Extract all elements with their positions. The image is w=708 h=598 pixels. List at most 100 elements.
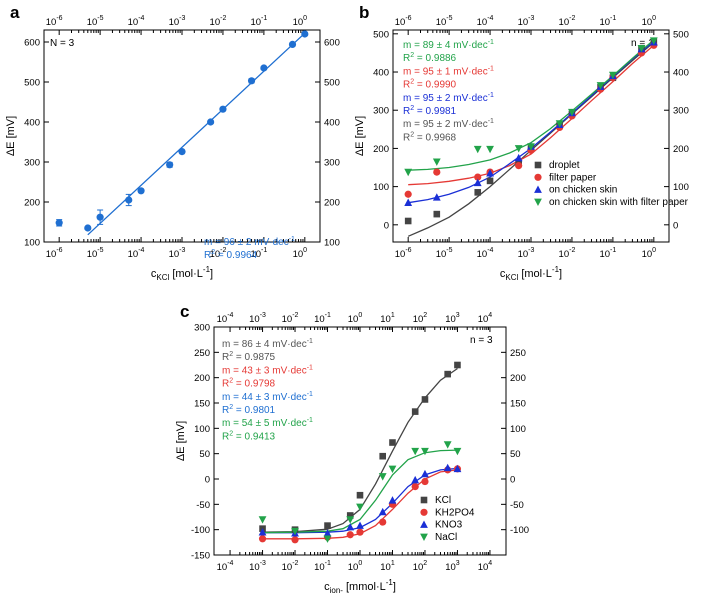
slope-annotation: m = 96 ± 2 mV·dec-1: [204, 236, 295, 248]
data-point: [346, 516, 355, 524]
data-point: [346, 531, 354, 539]
legend-marker: [420, 508, 428, 516]
y-right-tick-label: 0: [673, 220, 678, 231]
data-point: [356, 503, 364, 511]
legend-entry: filter paper: [549, 172, 597, 183]
panel-b: b 10-6 10-6 10-5 10-5 10-4 10-4 10-3 10-3 10-2 10-…: [354, 3, 689, 282]
data-point: [555, 120, 564, 128]
data-point: [515, 162, 523, 170]
y-tick-label: -100: [191, 525, 210, 536]
data-point: [473, 145, 482, 154]
x-axis-label: cKCl [mol·L-1]: [500, 265, 562, 282]
data-point: [378, 473, 387, 481]
fit-line: [262, 467, 458, 534]
x-tick-label-top: 10-1: [314, 312, 331, 325]
y-tick-label: 200: [373, 144, 389, 155]
y-tick-label: 300: [24, 158, 40, 169]
slope-annotation: m = 95 ± 1 mV·dec-1: [403, 65, 494, 77]
x-tick-label-top: 10-2: [559, 15, 576, 28]
x-tick-label: 104: [478, 560, 493, 573]
y-axis-label: ΔE [mV]: [5, 116, 17, 156]
x-tick-label: 102: [413, 560, 428, 573]
y-tick-label: 500: [373, 29, 389, 40]
panel-label: c: [180, 302, 189, 321]
x-tick-label-top: 100: [348, 312, 363, 325]
legend-entry: KNO3: [435, 520, 463, 531]
data-point: [444, 370, 451, 378]
data-point: [404, 168, 413, 177]
legend-entry: NaCl: [435, 532, 457, 543]
data-point: [356, 521, 364, 529]
y-right-tick-label: 200: [324, 198, 340, 209]
data-point: [568, 108, 576, 117]
data-point: [421, 469, 429, 478]
x-tick-label: 10-6: [46, 247, 63, 260]
sample-size-note: n = 1: [631, 38, 654, 49]
data-point: [404, 190, 412, 198]
legend-entry: on chicken skin with filter paper: [549, 197, 689, 208]
slope-annotation: R2 = 0.9981: [403, 105, 457, 117]
slope-annotation: R2 = 0.9798: [222, 378, 276, 390]
x-tick-label: 100: [293, 247, 308, 260]
x-tick-label: 10-4: [217, 560, 234, 573]
sample-size-note: N = 3: [50, 38, 75, 49]
data-point: [84, 224, 92, 232]
data-point: [247, 77, 256, 85]
data-point: [527, 143, 535, 151]
x-tick-label-top: 10-1: [599, 15, 616, 28]
x-tick-label: 10-1: [250, 247, 267, 260]
data-point: [55, 219, 63, 227]
y-right-tick-label: 100: [324, 238, 340, 249]
slope-annotation: m = 43 ± 3 mV·dec-1: [222, 364, 313, 376]
data-point: [596, 82, 605, 90]
panel-a: a 10-6 10-6 10-5 10-5 10-4 10-4 10-3 10-3 10-2 10-…: [5, 3, 340, 282]
data-point: [260, 64, 268, 72]
y-tick-label: 100: [24, 238, 40, 249]
x-tick-label: 100: [348, 560, 363, 573]
series-kno3: [258, 463, 462, 537]
y-right-tick-label: 200: [673, 144, 689, 155]
data-point: [432, 193, 441, 201]
data-point: [346, 523, 355, 531]
data-point: [323, 535, 332, 543]
slope-annotation: R2 = 0.9801: [222, 404, 276, 416]
fit-line: [262, 449, 458, 534]
data-point: [433, 168, 441, 176]
y-tick-label: 0: [205, 475, 210, 486]
y-right-tick-label: 200: [510, 373, 526, 384]
y-tick-label: 200: [24, 198, 40, 209]
panel-label: b: [359, 3, 369, 22]
x-tick-label: 10-2: [282, 560, 299, 573]
slope-annotation: R2 = 0.9964: [204, 249, 258, 261]
series-nacl: [258, 441, 462, 543]
data-point: [432, 158, 441, 166]
slope-annotation: R2 = 0.9875: [222, 351, 276, 363]
data-point: [207, 118, 215, 126]
data-point: [219, 105, 227, 113]
y-tick-label: 200: [194, 373, 210, 384]
data-point: [404, 198, 413, 206]
x-tick-label: 103: [445, 560, 460, 573]
legend-marker: [534, 198, 542, 206]
x-tick-label-top: 10-3: [169, 15, 186, 28]
data-point: [388, 465, 397, 473]
y-right-tick-label: 500: [673, 29, 689, 40]
y-right-tick-label: 250: [510, 348, 526, 359]
data-point: [389, 439, 396, 446]
y-right-tick-label: 400: [673, 68, 689, 79]
y-tick-label: 50: [199, 449, 210, 460]
y-tick-label: 300: [194, 323, 210, 334]
x-tick-label-top: 10-2: [210, 15, 227, 28]
legend-marker: [534, 161, 542, 169]
fit-line: [87, 32, 306, 236]
data-point: [453, 464, 462, 473]
data-point: [166, 161, 174, 169]
y-tick-label: 250: [194, 348, 210, 359]
data-point: [421, 447, 429, 456]
slope-annotation: m = 95 ± 2 mV·dec-1: [403, 92, 494, 104]
data-point: [137, 187, 145, 195]
x-tick-label: 10-5: [436, 247, 453, 260]
data-point: [379, 518, 387, 526]
data-point: [324, 522, 331, 529]
y-right-tick-label: 300: [324, 158, 340, 169]
